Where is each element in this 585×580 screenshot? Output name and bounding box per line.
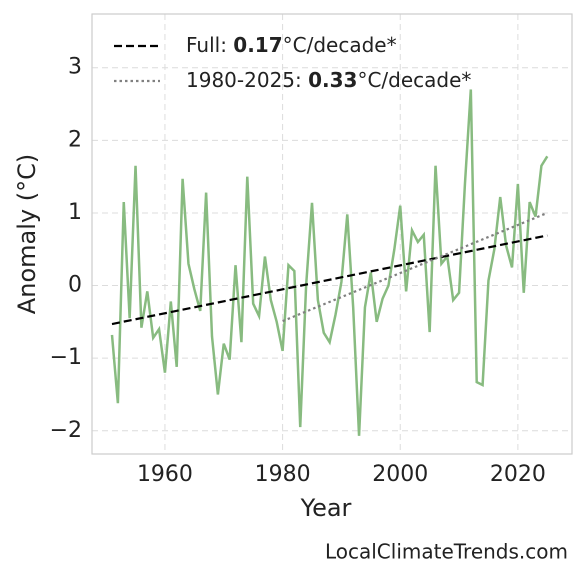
- x-tick-label: 2000: [372, 462, 428, 487]
- legend-label: 1980-2025: 0.33°C/decade*: [186, 68, 471, 92]
- trend-line: [111, 234, 548, 326]
- y-tick-label: 0: [68, 273, 82, 298]
- y-tick-label: −2: [50, 418, 82, 443]
- x-tick-label: 1960: [137, 462, 193, 487]
- y-tick-label: 2: [68, 127, 82, 152]
- legend-label: Full: 0.17°C/decade*: [186, 33, 397, 57]
- x-tick-label: 1980: [255, 462, 311, 487]
- x-tick-label: 2020: [490, 462, 546, 487]
- y-tick-label: 3: [68, 55, 82, 80]
- x-axis-label: Year: [300, 494, 352, 522]
- y-tick-label: 1: [68, 200, 82, 225]
- trend-line: [282, 211, 548, 323]
- footer: LocalClimateTrends.com: [325, 540, 568, 564]
- plot-frame: [91, 13, 573, 455]
- anomaly-line: [110, 89, 549, 436]
- y-tick-label: −1: [50, 345, 82, 370]
- y-axis-label: Anomaly (°C): [13, 154, 41, 314]
